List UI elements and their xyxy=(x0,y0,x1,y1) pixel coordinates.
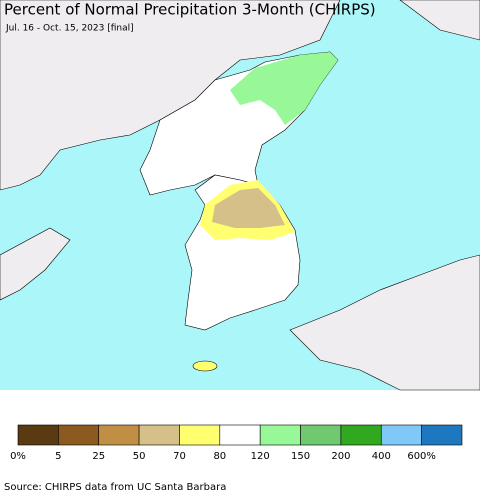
legend-swatch xyxy=(300,424,342,446)
legend-label: 120 xyxy=(251,451,270,462)
title: Percent of Normal Precipitation 3-Month … xyxy=(4,1,376,19)
legend-swatch xyxy=(98,424,140,446)
legend-label: 150 xyxy=(291,451,310,462)
legend-swatch xyxy=(179,424,221,446)
shandong xyxy=(0,227,71,301)
legend-swatch xyxy=(138,424,180,446)
legend: 0% 5 25 50 70 80 120 150 200 400 600% xyxy=(10,424,463,462)
russia xyxy=(399,0,480,41)
legend-swatch xyxy=(219,424,261,446)
legend-swatch xyxy=(421,424,463,446)
legend-label: 80 xyxy=(213,451,226,462)
subtitle: Jul. 16 - Oct. 15, 2023 [final] xyxy=(5,24,134,34)
legend-swatch xyxy=(340,424,382,446)
legend-label: 600% xyxy=(407,451,436,462)
legend-label: 5 xyxy=(55,451,61,462)
legend-label: 400 xyxy=(372,451,391,462)
legend-swatch xyxy=(380,424,422,446)
map xyxy=(0,0,480,391)
legend-label: 25 xyxy=(92,451,105,462)
jeju xyxy=(192,360,218,372)
legend-label: 70 xyxy=(173,451,186,462)
source: Source: CHIRPS data from UC Santa Barbar… xyxy=(4,482,226,493)
legend-label: 0% xyxy=(10,451,26,462)
legend-swatch xyxy=(58,424,100,446)
very-dry-area xyxy=(212,188,285,228)
legend-swatch xyxy=(259,424,301,446)
legend-swatch xyxy=(17,424,59,446)
wet-area xyxy=(230,52,338,125)
legend-label: 50 xyxy=(133,451,146,462)
legend-label: 200 xyxy=(331,451,350,462)
japan xyxy=(289,254,480,391)
